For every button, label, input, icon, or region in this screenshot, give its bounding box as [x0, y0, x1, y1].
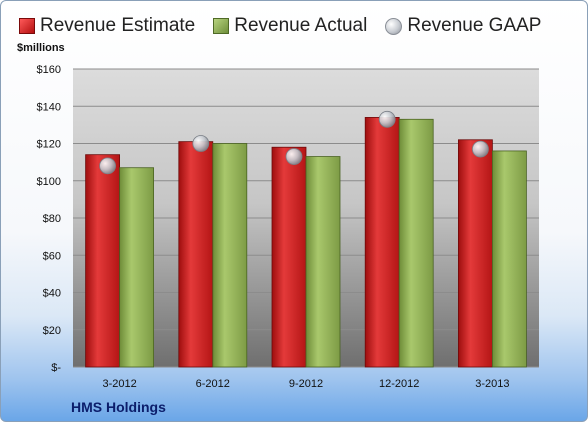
- y-tick-label: $120: [37, 139, 61, 151]
- legend-item-gaap: Revenue GAAP: [385, 15, 541, 37]
- legend-label-actual: Revenue Actual: [234, 15, 368, 36]
- legend-item-actual: Revenue Actual: [213, 15, 367, 37]
- bar-revenue-estimate: [178, 141, 214, 368]
- point-revenue-gaap: [378, 110, 396, 128]
- x-tick-label: 3-2012: [102, 378, 136, 390]
- bar-revenue-estimate: [85, 154, 120, 368]
- company-name: HMS Holdings: [71, 399, 166, 415]
- bar-revenue-estimate: [364, 117, 400, 368]
- tick-labels: $- $20 $40 $60 $80 $100 $120 $140 $160 3-2012 6-20…: [37, 64, 510, 390]
- legend-label-gaap: Revenue GAAP: [407, 15, 542, 36]
- bar-revenue-actual: [212, 143, 248, 368]
- gaap-markers: [99, 110, 489, 175]
- y-tick-label: $20: [43, 325, 61, 337]
- bar-revenue-actual: [491, 150, 527, 368]
- y-tick-label: $-: [51, 362, 61, 374]
- unit-label: $millions: [17, 42, 65, 54]
- legend: Revenue Estimate Revenue Actual Revenue …: [19, 15, 541, 37]
- bars: [85, 117, 527, 368]
- gaap-marker-icon: [385, 17, 403, 35]
- x-tick-label: 6-2012: [196, 378, 230, 390]
- point-revenue-gaap: [471, 140, 489, 158]
- x-tick-label: 3-2013: [475, 378, 509, 390]
- point-revenue-gaap: [99, 157, 116, 175]
- y-tick-label: $160: [37, 64, 61, 76]
- x-tick-label: 12-2012: [379, 378, 419, 390]
- bar-revenue-actual: [398, 118, 434, 368]
- legend-label-estimate: Revenue Estimate: [40, 15, 196, 36]
- bar-revenue-estimate: [271, 146, 307, 368]
- y-tick-label: $140: [37, 101, 61, 113]
- bar-revenue-actual: [119, 167, 154, 368]
- point-revenue-gaap: [285, 148, 303, 165]
- y-tick-label: $60: [43, 250, 61, 262]
- point-revenue-gaap: [192, 135, 210, 152]
- bar-revenue-actual: [305, 156, 341, 368]
- y-tick-label: $40: [43, 288, 61, 300]
- legend-item-estimate: Revenue Estimate: [19, 15, 195, 37]
- bar-revenue-estimate: [457, 139, 493, 368]
- actual-swatch-icon: [213, 18, 230, 34]
- x-tick-label: 9-2012: [289, 378, 323, 390]
- estimate-swatch-icon: [19, 18, 35, 34]
- y-tick-label: $80: [43, 213, 61, 225]
- y-tick-label: $100: [37, 176, 61, 188]
